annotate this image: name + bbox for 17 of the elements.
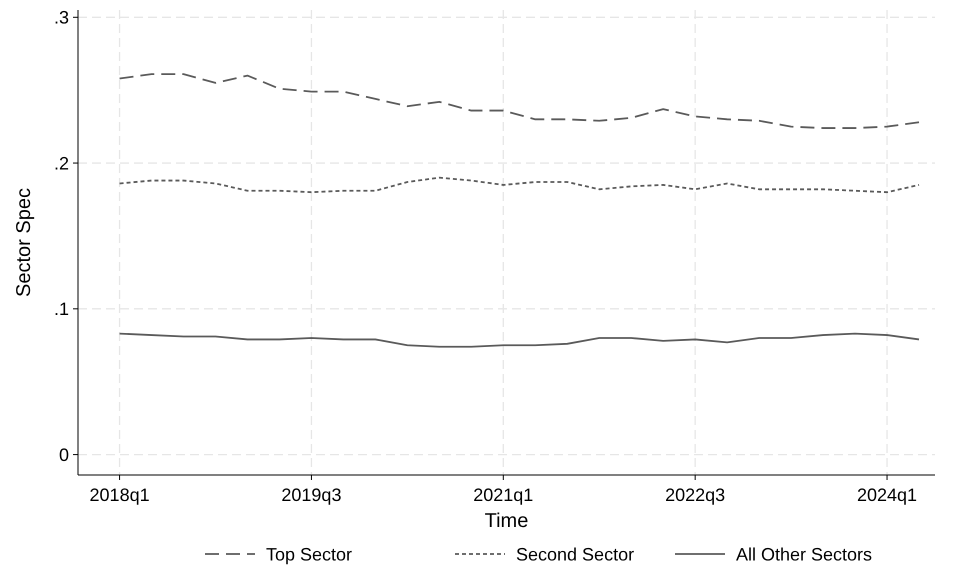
line-series <box>118 332 920 348</box>
line-series <box>118 73 920 129</box>
legend-label: Second Sector <box>516 544 634 564</box>
x-tick-label: 2021q1 <box>473 485 534 505</box>
legend-label: All Other Sectors <box>736 544 872 564</box>
x-tick-label: 2024q1 <box>856 485 918 505</box>
x-tick-label: 2019q3 <box>281 485 342 505</box>
y-axis-title: Sector Spec <box>13 188 35 297</box>
y-tick-label: .1 <box>54 299 69 320</box>
x-tick-label: 2022q3 <box>665 485 726 505</box>
legend-label: Top Sector <box>266 544 352 564</box>
line-series <box>118 176 920 194</box>
x-tick-label: 2018q1 <box>90 485 150 505</box>
y-tick-label: 0 <box>58 444 69 465</box>
y-tick-label: .2 <box>54 153 69 174</box>
y-tick-label: .3 <box>54 8 69 28</box>
x-axis-title: Time <box>484 510 528 532</box>
